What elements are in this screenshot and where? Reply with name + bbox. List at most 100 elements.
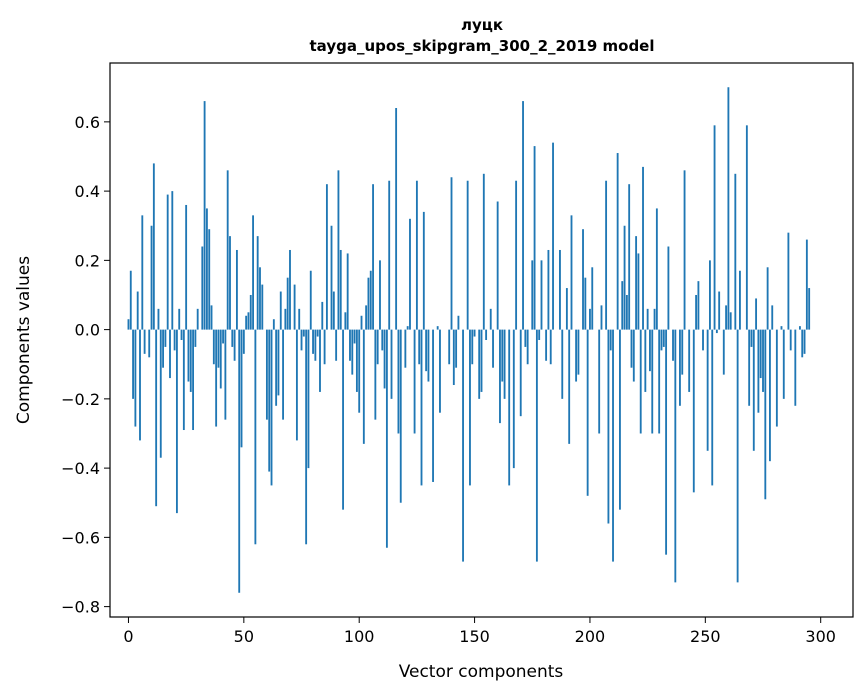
bar <box>702 329 704 351</box>
bar <box>365 305 368 330</box>
bar <box>589 308 591 330</box>
bar <box>275 329 278 406</box>
bar <box>185 204 188 330</box>
bar <box>249 294 252 330</box>
bar <box>194 329 197 347</box>
bar <box>219 329 222 389</box>
bar <box>439 329 441 413</box>
x-axis-label: Vector components <box>399 662 564 682</box>
bar <box>455 329 458 368</box>
bar <box>180 329 183 340</box>
bar <box>215 329 218 427</box>
bar <box>515 180 518 330</box>
bar <box>750 329 753 347</box>
bar <box>203 101 206 330</box>
bar <box>372 184 374 330</box>
bar <box>245 315 248 330</box>
bar <box>519 329 522 417</box>
bar <box>665 329 668 555</box>
bar <box>489 308 492 330</box>
bar <box>450 177 453 330</box>
bar <box>457 315 460 330</box>
bar <box>658 329 661 434</box>
bar <box>187 329 190 382</box>
bar <box>383 329 386 389</box>
bar <box>679 329 681 406</box>
bar <box>688 329 691 392</box>
bar <box>462 329 464 562</box>
bar <box>635 236 638 330</box>
bar <box>314 329 317 361</box>
bar <box>478 329 481 399</box>
bar <box>339 249 342 330</box>
bar <box>231 329 234 347</box>
bar <box>247 312 250 330</box>
bar <box>667 246 670 330</box>
bar <box>256 236 259 330</box>
bar <box>672 329 674 361</box>
bar <box>388 180 391 330</box>
bar <box>729 312 732 330</box>
bar <box>570 215 573 330</box>
bar <box>132 329 134 399</box>
bar <box>734 173 737 330</box>
bar <box>642 166 644 330</box>
bar <box>332 291 335 330</box>
bar <box>379 260 381 330</box>
bar <box>252 215 254 330</box>
bar <box>499 329 501 424</box>
bar <box>764 329 767 500</box>
bar-series <box>127 87 811 593</box>
bar <box>725 305 728 330</box>
bar <box>644 329 647 392</box>
bar <box>242 329 245 354</box>
bar <box>739 270 741 330</box>
bar <box>337 170 340 330</box>
bar <box>586 329 589 496</box>
bar <box>436 326 439 330</box>
bar <box>623 225 626 330</box>
y-tick-label: −0.6 <box>61 528 100 547</box>
bar <box>715 329 718 334</box>
bar <box>201 246 204 330</box>
bar <box>342 329 344 510</box>
bar <box>639 329 642 434</box>
bar <box>501 329 504 382</box>
bar <box>799 326 801 330</box>
bar <box>381 329 384 351</box>
bar <box>561 329 564 399</box>
bar <box>233 329 236 361</box>
bar <box>323 329 326 365</box>
bar <box>695 294 698 330</box>
bar <box>169 329 171 379</box>
bar <box>577 329 580 375</box>
bar <box>205 208 208 330</box>
bar <box>325 184 328 330</box>
bar <box>196 308 199 330</box>
plot-area-frame <box>109 62 854 618</box>
bar <box>637 253 640 330</box>
x-tick-label: 300 <box>805 627 836 646</box>
bar <box>321 301 324 330</box>
bar <box>210 305 213 330</box>
bar <box>794 329 797 406</box>
bar <box>789 329 792 351</box>
bar <box>305 329 308 545</box>
bar <box>584 277 587 330</box>
bar <box>261 284 264 330</box>
y-tick-label: 0.0 <box>75 321 100 340</box>
bar <box>759 329 762 379</box>
bar <box>369 270 372 330</box>
x-tick-label: 0 <box>123 627 133 646</box>
bar <box>649 329 651 372</box>
bar <box>222 329 224 344</box>
y-tick-label: −0.8 <box>61 598 100 617</box>
bar <box>660 329 663 351</box>
bar <box>496 201 499 330</box>
x-tick-label: 50 <box>234 627 254 646</box>
y-tick-label: 0.6 <box>75 113 100 132</box>
bar <box>745 125 748 330</box>
bar <box>524 329 527 347</box>
bar <box>418 329 421 365</box>
bar <box>605 180 608 330</box>
